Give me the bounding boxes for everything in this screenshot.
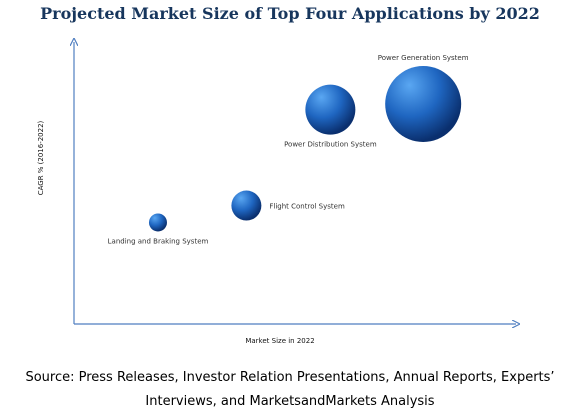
bubble-flight-control-system bbox=[231, 190, 262, 221]
bubble-power-distribution-system bbox=[305, 84, 356, 135]
chart-title: Projected Market Size of Top Four Applic… bbox=[40, 4, 540, 23]
bubble-landing-and-braking-system bbox=[148, 213, 167, 232]
bubble-label: Landing and Braking System bbox=[108, 237, 209, 245]
bubble-group: Landing and Braking System Flight Control… bbox=[108, 54, 469, 245]
bubble-label: Flight Control System bbox=[269, 203, 345, 211]
source-line-2: Interviews, and MarketsandMarkets Analys… bbox=[145, 394, 435, 409]
bubble-chart: Market Size in 2022 CAGR % (2016-2022) L… bbox=[37, 0, 580, 345]
bubble-label: Power Generation System bbox=[378, 54, 469, 62]
bubble-label: Power Distribution System bbox=[284, 141, 377, 149]
source-note: Source: Press Releases, Investor Relatio… bbox=[0, 366, 580, 414]
source-line-1: Source: Press Releases, Investor Relatio… bbox=[25, 370, 555, 385]
x-axis-label: Market Size in 2022 bbox=[245, 337, 314, 345]
bubble-power-generation-system bbox=[385, 66, 462, 143]
y-axis-label: CAGR % (2016-2022) bbox=[37, 120, 45, 195]
